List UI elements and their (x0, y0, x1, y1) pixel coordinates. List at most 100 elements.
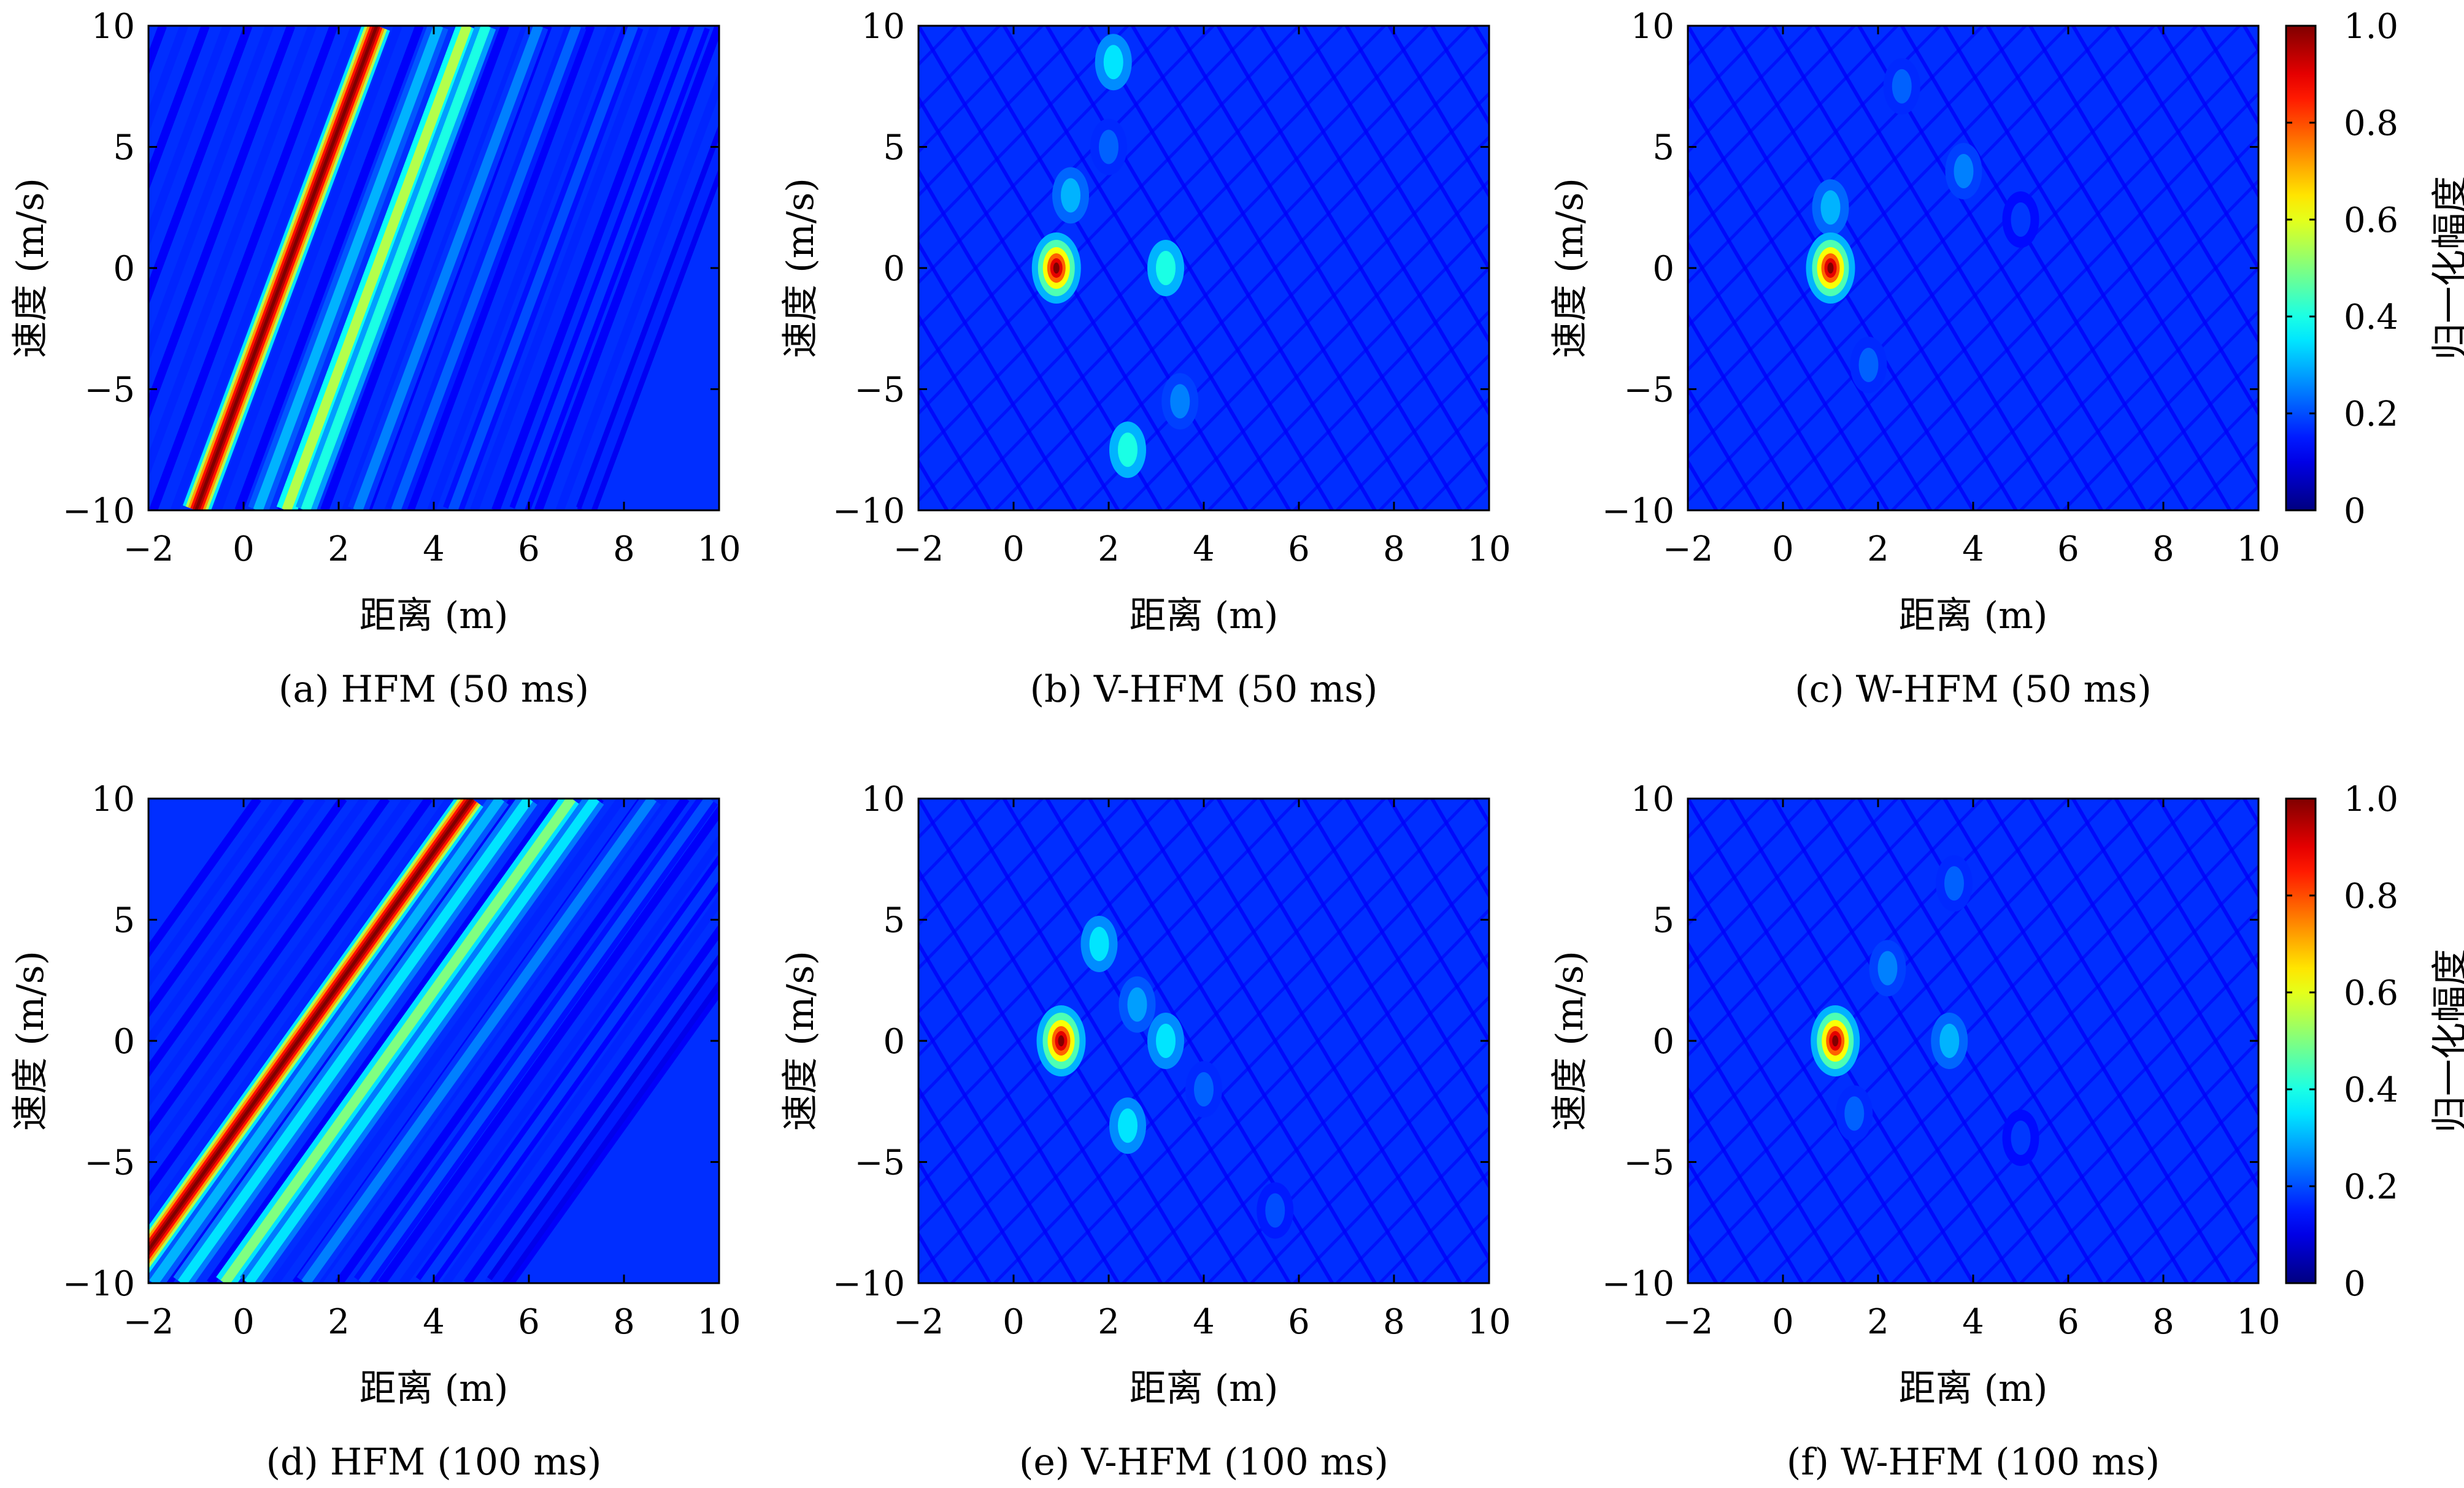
x-tick-label: 4 (1962, 1302, 1984, 1342)
heatmap-panel-4: −2 0 2 4 6 8 10 −10 −5 0 5 10 距离 (m) 速度 (m/s) (d) HFM … (9, 780, 741, 1484)
x-tick-label: 8 (613, 529, 635, 569)
texture-line (1805, 47, 2258, 510)
ridge-background-stripe (148, 799, 261, 959)
hotspot (1944, 866, 1964, 901)
texture-line (1688, 799, 1984, 1102)
ridge-background-stripe (148, 26, 253, 306)
colorbar-tick-label: 0.4 (2344, 1070, 2398, 1110)
ridge-background-stripe (555, 71, 719, 510)
texture-line (1688, 26, 2112, 459)
x-tick-label: 8 (1383, 1302, 1405, 1342)
texture-line (1207, 222, 1489, 510)
ridge-background-stripe (148, 799, 283, 989)
ridge-background-stripe (148, 799, 390, 1138)
texture-line (2200, 26, 2258, 126)
texture-line (918, 26, 1129, 242)
colorbar-tick-label: 1.0 (2344, 780, 2398, 819)
colorbar-tick-label: 0.8 (2344, 876, 2398, 916)
texture-line (1378, 1169, 1489, 1283)
x-tick-label: 4 (423, 529, 445, 569)
ridge-background-stripe (148, 26, 210, 191)
sidelobe-ridge (177, 799, 533, 1283)
y-tick-label: 10 (1631, 7, 1674, 47)
texture-line (918, 385, 991, 510)
ridge-background-stripe (427, 26, 617, 510)
x-tick-label: 8 (1383, 529, 1405, 569)
plot-area (918, 26, 1489, 510)
ridge-background-stripe (342, 26, 531, 510)
y-tick-label: −5 (1623, 370, 1674, 410)
x-tick-label: 2 (1098, 1302, 1120, 1342)
x-tick-label: 0 (1003, 1302, 1025, 1342)
subplot-caption: (b) V-HFM (50 ms) (1030, 668, 1378, 711)
x-tick-label: 2 (1867, 1302, 1889, 1342)
x-axis-label: 距离 (m) (360, 594, 509, 637)
texture-line (918, 799, 1215, 1102)
x-tick-label: −2 (123, 529, 174, 569)
y-tick-label: 10 (861, 7, 905, 47)
heatmap-panel-2: −2 0 2 4 6 8 10 −10 −5 0 5 10 距离 (m) 速度 (m/s) (b) V-HF… (779, 7, 1511, 711)
ridge-background-stripe (234, 26, 424, 510)
plot-area (1688, 26, 2258, 510)
texture-line (1430, 799, 1489, 899)
hotspot (1892, 69, 1912, 104)
texture-line (2200, 799, 2258, 899)
texture-line (1688, 799, 2112, 1232)
texture-line (1122, 908, 1489, 1283)
ridge-background-stripe (463, 924, 719, 1283)
hotspot (1858, 348, 1879, 382)
subplot-caption: (c) W-HFM (50 ms) (1795, 668, 2151, 711)
texture-line (918, 26, 1172, 285)
peak-response (1058, 1035, 1065, 1046)
texture-line (1387, 799, 1489, 972)
ridge-background-stripe (171, 26, 360, 510)
plot-area (1688, 799, 2258, 1283)
ridge-background-stripe (534, 26, 719, 510)
colorbar-tick-label: 0 (2344, 1264, 2366, 1304)
ridge-background-stripe (149, 26, 338, 510)
ridge-background-stripe (148, 799, 304, 1019)
colorbar-tick-label: 0.2 (2344, 1167, 2398, 1207)
hotspot (1118, 432, 1138, 467)
texture-line (1336, 1126, 1489, 1283)
texture-line (1688, 26, 1941, 285)
texture-line (1688, 26, 1898, 242)
texture-line (1763, 26, 2241, 510)
y-axis-label: 速度 (m/s) (779, 178, 822, 358)
texture-line (1688, 799, 1898, 1014)
y-tick-label: −10 (833, 1264, 905, 1304)
x-tick-label: 6 (2057, 1302, 2079, 1342)
ridge-background-stripe (213, 26, 402, 510)
colorbar-tick-label: 0.4 (2344, 297, 2398, 337)
texture-line (2105, 353, 2258, 510)
ridge-background-stripe (148, 26, 296, 421)
texture-line (918, 26, 1215, 329)
hotspot (1099, 129, 1118, 164)
texture-line (1688, 1086, 1804, 1283)
texture-line (2105, 1126, 2258, 1283)
y-tick-label: 5 (883, 128, 905, 168)
texture-line (2147, 396, 2258, 510)
y-tick-label: −5 (854, 1143, 905, 1183)
ridge-background-stripe (271, 799, 625, 1283)
x-tick-label: 8 (613, 1302, 635, 1342)
texture-line (918, 26, 1001, 110)
texture-line (1079, 864, 1489, 1283)
texture-line (1688, 26, 2027, 372)
x-axis-label: 距离 (m) (1899, 594, 2048, 637)
texture-line (1293, 1082, 1489, 1283)
texture-line (1688, 313, 1804, 510)
ridge-background-stripe (148, 799, 347, 1078)
y-axis-label: 速度 (m/s) (1549, 178, 1592, 358)
x-tick-label: 4 (1193, 529, 1215, 569)
colorbar-tick-label: 0.8 (2344, 104, 2398, 144)
texture-line (1122, 135, 1489, 510)
colorbar-1: 0 0.2 0.4 0.6 0.8 1.0 归一化幅度 (2285, 7, 2464, 531)
panels: −2 0 2 4 6 8 10 −10 −5 0 5 10 距离 (m) 速度 (m/s) (a) HFM … (9, 7, 2281, 1484)
x-tick-label: 0 (1003, 529, 1025, 569)
sidelobe-ridge (448, 26, 638, 510)
x-tick-label: 4 (423, 1302, 445, 1342)
hotspot (1194, 1072, 1214, 1106)
peak-response (1827, 263, 1834, 274)
texture-line (1934, 178, 2258, 510)
